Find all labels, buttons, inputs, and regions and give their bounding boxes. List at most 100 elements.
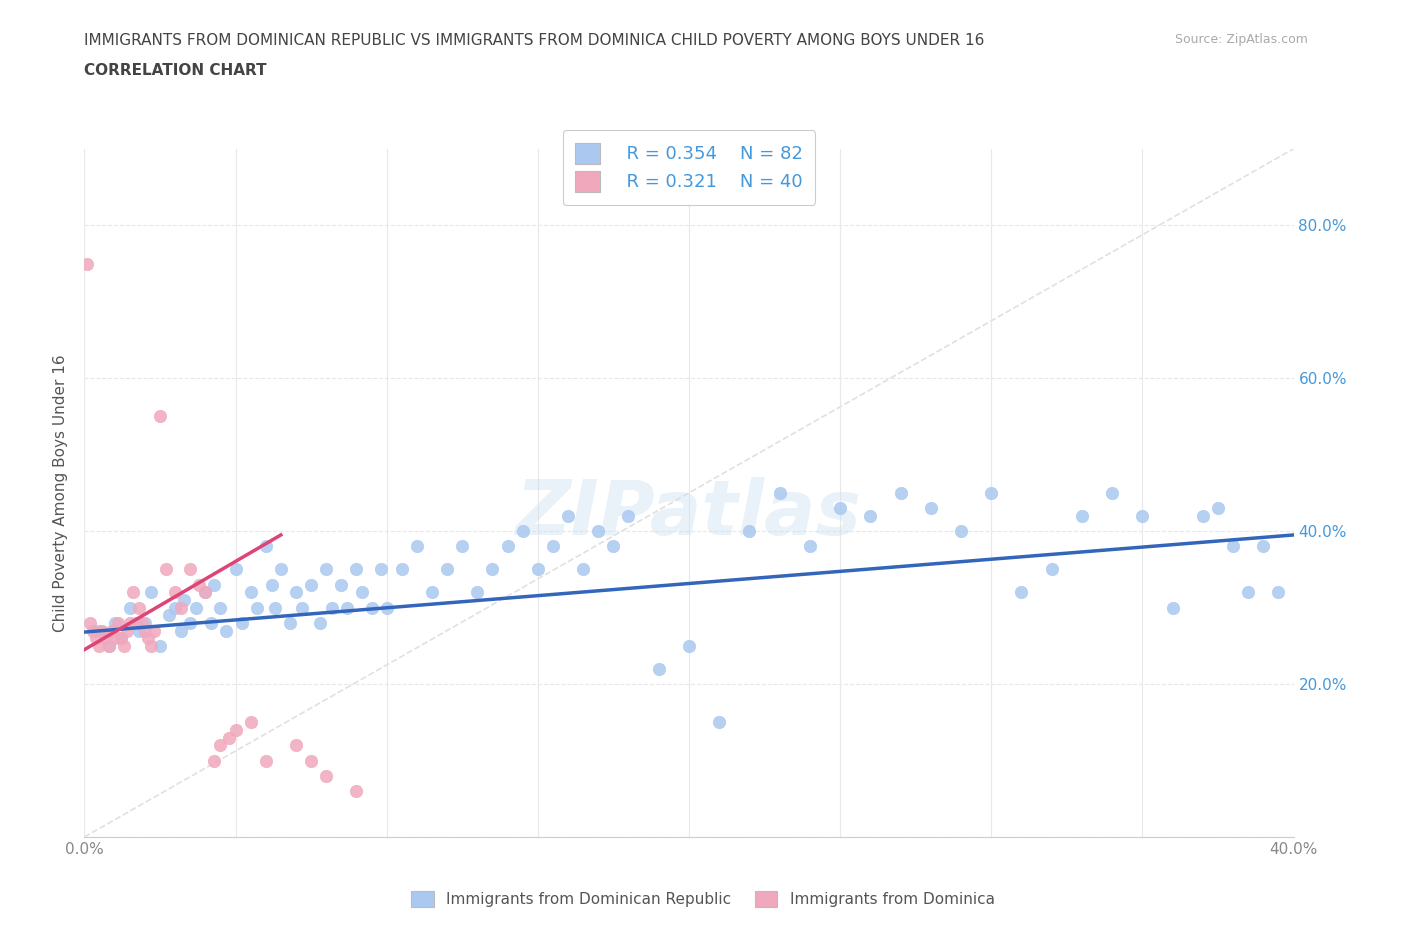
Point: [1130, 509, 1153, 524]
Legend: Immigrants from Dominican Republic, Immigrants from Dominica: Immigrants from Dominican Republic, Immi…: [405, 884, 1001, 913]
Point: [467, 585, 489, 600]
Point: [299, 578, 322, 592]
Point: [239, 715, 262, 730]
Point: [91, 623, 114, 638]
Point: [139, 585, 162, 600]
Point: [142, 623, 165, 638]
Point: [1071, 509, 1094, 524]
Text: IMMIGRANTS FROM DOMINICAN REPUBLIC VS IMMIGRANTS FROM DOMINICA CHILD POVERTY AMO: IMMIGRANTS FROM DOMINICAN REPUBLIC VS IM…: [84, 33, 984, 47]
Point: [194, 585, 217, 600]
Point: [270, 562, 292, 577]
Point: [496, 539, 519, 554]
Point: [82, 623, 104, 638]
Point: [173, 592, 195, 607]
Point: [94, 631, 117, 645]
Point: [225, 723, 247, 737]
Point: [1101, 485, 1123, 500]
Point: [1206, 500, 1229, 515]
Point: [209, 600, 232, 615]
Point: [336, 600, 359, 615]
Point: [920, 500, 942, 515]
Point: [170, 600, 193, 615]
Point: [285, 737, 308, 752]
Point: [602, 539, 624, 554]
Point: [321, 600, 343, 615]
Point: [1222, 539, 1244, 554]
Point: [360, 600, 382, 615]
Point: [110, 631, 132, 645]
Point: [527, 562, 550, 577]
Point: [200, 616, 222, 631]
Point: [76, 256, 98, 271]
Point: [391, 562, 413, 577]
Point: [1237, 585, 1260, 600]
Point: [218, 730, 240, 745]
Point: [231, 616, 253, 631]
Point: [481, 562, 503, 577]
Point: [260, 578, 283, 592]
Point: [346, 562, 368, 577]
Point: [352, 585, 374, 600]
Point: [128, 600, 150, 615]
Point: [254, 753, 277, 768]
Point: [239, 585, 262, 600]
Point: [406, 539, 429, 554]
Point: [588, 524, 610, 538]
Point: [134, 616, 156, 631]
Point: [107, 616, 129, 631]
Point: [86, 631, 108, 645]
Point: [859, 509, 882, 524]
Point: [202, 753, 225, 768]
Point: [263, 600, 285, 615]
Point: [179, 562, 201, 577]
Point: [330, 578, 353, 592]
Point: [125, 616, 148, 631]
Y-axis label: Child Poverty Among Boys Under 16: Child Poverty Among Boys Under 16: [53, 354, 69, 631]
Point: [155, 562, 177, 577]
Point: [202, 578, 225, 592]
Point: [572, 562, 595, 577]
Point: [309, 616, 332, 631]
Point: [315, 768, 337, 783]
Point: [1267, 585, 1289, 600]
Point: [139, 638, 162, 653]
Point: [980, 485, 1002, 500]
Point: [799, 539, 821, 554]
Point: [194, 585, 217, 600]
Point: [617, 509, 640, 524]
Point: [890, 485, 912, 500]
Point: [188, 578, 211, 592]
Point: [291, 600, 314, 615]
Point: [149, 638, 172, 653]
Point: [157, 608, 180, 623]
Point: [131, 616, 153, 631]
Point: [100, 623, 122, 638]
Point: [346, 784, 368, 799]
Point: [118, 600, 141, 615]
Point: [451, 539, 474, 554]
Point: [285, 585, 308, 600]
Point: [225, 562, 247, 577]
Point: [97, 638, 120, 653]
Text: ZIPatlas: ZIPatlas: [516, 476, 862, 551]
Point: [678, 638, 700, 653]
Point: [165, 600, 187, 615]
Point: [1161, 600, 1184, 615]
Point: [648, 661, 671, 676]
Point: [557, 509, 579, 524]
Point: [420, 585, 443, 600]
Point: [121, 585, 143, 600]
Point: [1040, 562, 1063, 577]
Point: [118, 616, 141, 631]
Point: [709, 715, 731, 730]
Point: [136, 631, 159, 645]
Point: [170, 623, 193, 638]
Point: [186, 600, 208, 615]
Point: [1011, 585, 1033, 600]
Point: [512, 524, 534, 538]
Text: Source: ZipAtlas.com: Source: ZipAtlas.com: [1174, 33, 1308, 46]
Point: [89, 623, 111, 638]
Point: [1192, 509, 1215, 524]
Point: [278, 616, 301, 631]
Point: [769, 485, 792, 500]
